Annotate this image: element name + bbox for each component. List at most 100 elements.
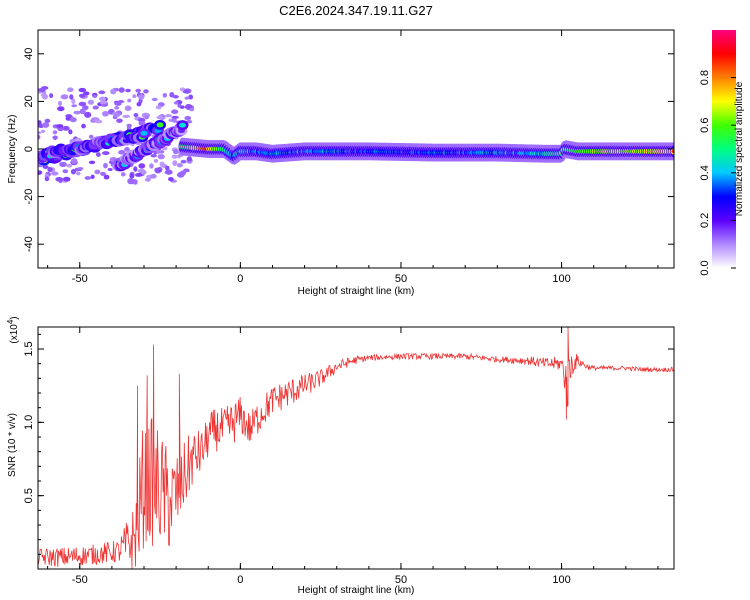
snr-x-label: Height of straight line (km): [298, 585, 415, 596]
spectrogram-cell: [76, 171, 81, 176]
spectrogram-cell: [120, 172, 126, 177]
spectrogram-cell: [127, 98, 132, 103]
spectrogram-cell: [169, 92, 175, 98]
spectrogram-cell: [177, 103, 182, 108]
x-tick-label: 0: [237, 273, 243, 285]
spectrogram-cell: [171, 154, 178, 159]
x-tick-label: 100: [552, 574, 570, 586]
spectrogram-cell: [84, 111, 92, 118]
spectrogram-cell: [55, 177, 64, 182]
x-tick-label: -50: [72, 574, 88, 586]
y-tick-label: 20: [23, 95, 35, 107]
spectrogram-cell: [78, 101, 87, 107]
spectrogram-cell: [42, 122, 50, 128]
spectrogram-cell: [155, 149, 162, 154]
spectrogram-cell: [50, 171, 59, 176]
spectrogram-cell: [140, 169, 147, 175]
spectrogram-cell: [40, 129, 46, 134]
spectrogram-cell: [172, 149, 179, 155]
spectrogram-cell: [60, 94, 69, 100]
spectrogram-cell: [53, 135, 58, 141]
colorbar-tick-label: 0.2: [699, 213, 711, 228]
spectrogram-cell: [71, 98, 76, 105]
spectrogram-cell: [77, 166, 84, 171]
spectrogram-cell: [62, 169, 69, 174]
spectrogram-cell: [44, 118, 51, 123]
spectrogram-cell: [172, 160, 178, 166]
spectrogram-cell: [44, 176, 50, 182]
snr-panel: -50 0 50 100 0.5 1.0 1.5 Height of straight li…: [6, 316, 675, 596]
spectrogram-cell: [184, 96, 190, 100]
spectrogram-cell: [73, 110, 81, 115]
spectrogram-cell: [153, 158, 159, 163]
spectrogram-cell: [40, 93, 46, 97]
spectrogram-cell: [57, 100, 63, 106]
spectrogram-cell: [133, 166, 138, 172]
spectrogram-cell: [118, 87, 125, 93]
spectrogram-cell: [180, 159, 187, 164]
spectrogram-cell: [132, 94, 137, 98]
spectrogram-cell: [167, 177, 174, 182]
colorbar-tick-label: 0.0: [699, 260, 711, 275]
spectrogram-cell: [176, 162, 183, 168]
spectrogram-cell: [70, 168, 76, 175]
snr-series-line: [38, 327, 674, 569]
spectrogram-cell: [87, 99, 95, 105]
spectrogram-cell: [189, 107, 195, 112]
colorbar-tick-label: 0.8: [699, 70, 711, 85]
spectrogram-cell: [171, 115, 179, 119]
y-tick-label: 1.0: [23, 415, 35, 430]
spectrogram-cell: [81, 123, 86, 129]
spectrogram-cell: [95, 119, 103, 124]
spectrogram-cell: [47, 166, 53, 173]
colorbar: 0.0 0.2 0.4 0.6 0.8 Normalized spectral ampl…: [699, 30, 745, 276]
spectrogram-cell: [67, 87, 74, 92]
y-tick-label: -20: [23, 189, 35, 205]
spectrogram-cell: [135, 172, 143, 177]
spectrogram-cell: [113, 112, 121, 118]
x-tick-label: -50: [72, 273, 88, 285]
spectrogram-cell: [186, 119, 193, 124]
spectrogram-cell: [90, 174, 95, 180]
spectrogram-cell: [38, 87, 46, 93]
spectrogram-cell: [122, 114, 131, 118]
spectrogram-cell: [103, 162, 108, 169]
colorbar-tick-label: 0.4: [699, 165, 711, 180]
snr-y-label: SNR (10 * v/v): [7, 413, 18, 477]
spectrogram-cell: [165, 165, 170, 171]
spectrogram-cell: [114, 101, 122, 106]
spectrogram-cell: [138, 93, 145, 100]
spectrogram-cell: [133, 113, 139, 118]
spectrogram-cell: [156, 122, 164, 128]
spectrogram-cell: [89, 134, 94, 139]
spectrogram-cell: [671, 149, 674, 153]
figure-title: C2E6.2024.347.19.11.G27: [279, 3, 433, 18]
y-tick-label: 0: [23, 146, 35, 152]
spectrogram-cell: [92, 94, 98, 98]
spectrogram-cell: [162, 92, 168, 98]
spectrogram-cell: [70, 158, 78, 164]
spectrogram-cell: [116, 118, 123, 123]
spectrogram-cell: [107, 167, 113, 172]
spectrogram-cell: [100, 171, 106, 176]
spectrogram-cell: [71, 104, 78, 108]
spectrogram-cell: [49, 93, 54, 99]
spectrogram-cell: [110, 88, 117, 95]
spectrogram-cell: [88, 160, 96, 165]
spectrogram-cell: [156, 115, 163, 120]
spectrogram-cell: [182, 90, 189, 94]
spectrogram-cell: [188, 94, 194, 100]
spectrogram-cell: [136, 102, 142, 107]
spectrogram-cell: [140, 130, 148, 136]
spectrogram-cell: [84, 176, 91, 180]
colorbar-ticks: 0.0 0.2 0.4 0.6 0.8: [699, 70, 736, 276]
spectrogram-cell: [78, 87, 87, 93]
spectrogram-heatmap: [38, 86, 674, 185]
spectrogram-cell: [99, 100, 108, 105]
spectrogram-cell: [63, 176, 71, 182]
spectrogram-cell: [68, 129, 73, 135]
spectrogram-cell: [62, 125, 70, 131]
spectrogram-cell: [56, 124, 64, 128]
spectrogram-cell: [78, 93, 86, 98]
